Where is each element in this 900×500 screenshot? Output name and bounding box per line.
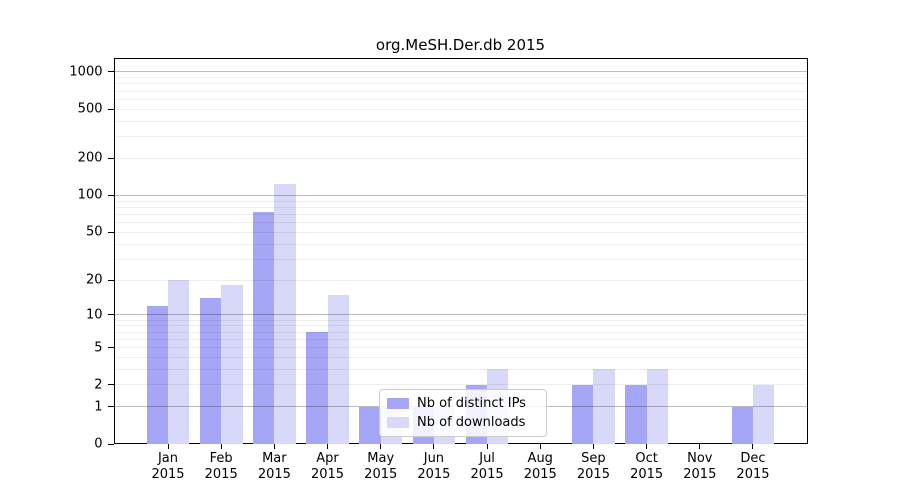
gridline-minor (113, 338, 808, 340)
bar-distinct-ips (146, 305, 168, 444)
x-axis-tick (380, 444, 382, 449)
x-axis-tick-label: Mar 2015 (257, 451, 291, 482)
bar-downloads (593, 369, 615, 444)
gridline-minor (113, 120, 808, 122)
legend-label-downloads: Nb of downloads (417, 415, 526, 430)
bar-downloads (752, 384, 775, 444)
gridline-minor (113, 243, 808, 245)
gridline-minor (113, 90, 808, 92)
legend-swatch-distinct-ips (387, 398, 409, 409)
x-axis-tick-label: Feb 2015 (204, 451, 238, 482)
bar-distinct-ips (199, 298, 222, 444)
legend-label-distinct-ips: Nb of distinct IPs (417, 396, 526, 411)
gridline-minor (113, 347, 808, 348)
bar-distinct-ips (731, 406, 753, 444)
y-axis-tick-label: 10 (85, 307, 103, 323)
y-axis-tick (107, 347, 114, 348)
x-axis-tick (752, 444, 754, 449)
y-axis-tick-label: 1000 (69, 64, 103, 80)
y-axis-tick (107, 71, 114, 73)
y-axis-tick-label: 2 (94, 377, 103, 393)
gridline-minor (113, 222, 808, 224)
y-axis-tick (107, 443, 114, 445)
gridline-minor (113, 77, 808, 79)
y-axis-tick (107, 231, 114, 233)
y-axis-tick-label: 0 (94, 436, 103, 452)
x-axis-tick (699, 444, 701, 449)
legend-item-downloads: Nb of downloads (387, 415, 534, 430)
gridline-minor (113, 200, 808, 202)
gridline-minor (113, 356, 808, 358)
y-axis-tick-label: 5 (94, 340, 103, 355)
y-axis-tick-label: 100 (77, 187, 103, 203)
x-axis-tick-label: Oct 2015 (630, 451, 664, 482)
x-axis-tick-label: Jul 2015 (470, 451, 504, 482)
bar-downloads (646, 369, 668, 444)
x-axis-tick-label: Aug 2015 (523, 451, 557, 482)
x-axis-tick-label: Sep 2015 (576, 451, 610, 482)
y-axis-tick-label: 500 (77, 101, 103, 117)
legend-swatch-downloads (387, 417, 409, 428)
gridline-minor (113, 331, 808, 333)
x-axis-tick (646, 444, 648, 449)
gridline-minor (113, 213, 808, 215)
y-axis-tick-label: 50 (85, 224, 103, 240)
y-axis-tick (107, 194, 114, 196)
gridline-minor (113, 108, 808, 110)
bar-downloads (274, 183, 296, 444)
legend-item-distinct-ips: Nb of distinct IPs (387, 396, 534, 411)
y-axis-tick (107, 406, 114, 408)
gridline-minor (113, 83, 808, 85)
bar-distinct-ips (252, 212, 275, 444)
gridline-minor (113, 325, 808, 327)
x-axis-tick-label: Apr 2015 (310, 451, 345, 482)
gridline-minor (113, 136, 808, 138)
x-axis-tick (220, 444, 222, 449)
gridline-minor (113, 206, 808, 208)
gridline-minor (113, 279, 808, 281)
plot-area-border (113, 58, 808, 444)
bar-downloads (327, 294, 349, 444)
gridline-major (113, 194, 808, 196)
y-axis-tick-label: 1 (94, 399, 103, 415)
y-axis-tick-label: 20 (85, 272, 103, 288)
gridline-minor (113, 157, 808, 159)
bar-distinct-ips (625, 384, 647, 444)
bar-distinct-ips (572, 384, 594, 444)
chart-title: org.MeSH.Der.db 2015 (375, 36, 546, 54)
gridline-minor (113, 98, 808, 100)
y-axis-tick-label: 200 (77, 150, 103, 166)
gridline-major (113, 314, 808, 316)
gridline-minor (113, 384, 808, 386)
bar-downloads (168, 280, 190, 444)
x-axis-tick-label: Nov 2015 (683, 451, 717, 482)
x-axis-tick (273, 444, 275, 449)
x-axis-tick-label: Dec 2015 (736, 451, 770, 482)
gridline-minor (113, 319, 808, 321)
y-axis-tick (107, 157, 114, 159)
x-axis-tick-label: Jan 2015 (151, 451, 185, 482)
y-axis-tick (107, 314, 114, 316)
x-axis-tick-label: May 2015 (364, 451, 398, 482)
gridline-minor (113, 368, 808, 370)
bar-distinct-ips (306, 332, 328, 444)
x-axis-tick (486, 444, 488, 449)
gridline-major (113, 71, 808, 73)
bar-distinct-ips (359, 406, 381, 444)
y-axis-tick (107, 279, 114, 281)
x-axis-tick (433, 444, 435, 449)
x-axis-tick (539, 444, 541, 449)
bar-downloads (221, 285, 243, 444)
legend: Nb of distinct IPs Nb of downloads (379, 389, 547, 437)
x-axis-tick-label: Jun 2015 (417, 451, 451, 482)
gridline-minor (113, 231, 808, 233)
x-axis-tick (167, 444, 169, 449)
gridline-minor (113, 258, 808, 260)
x-axis-tick (327, 444, 329, 449)
y-axis-tick (107, 108, 114, 110)
y-axis-tick (107, 384, 114, 386)
x-axis-tick (592, 444, 594, 449)
